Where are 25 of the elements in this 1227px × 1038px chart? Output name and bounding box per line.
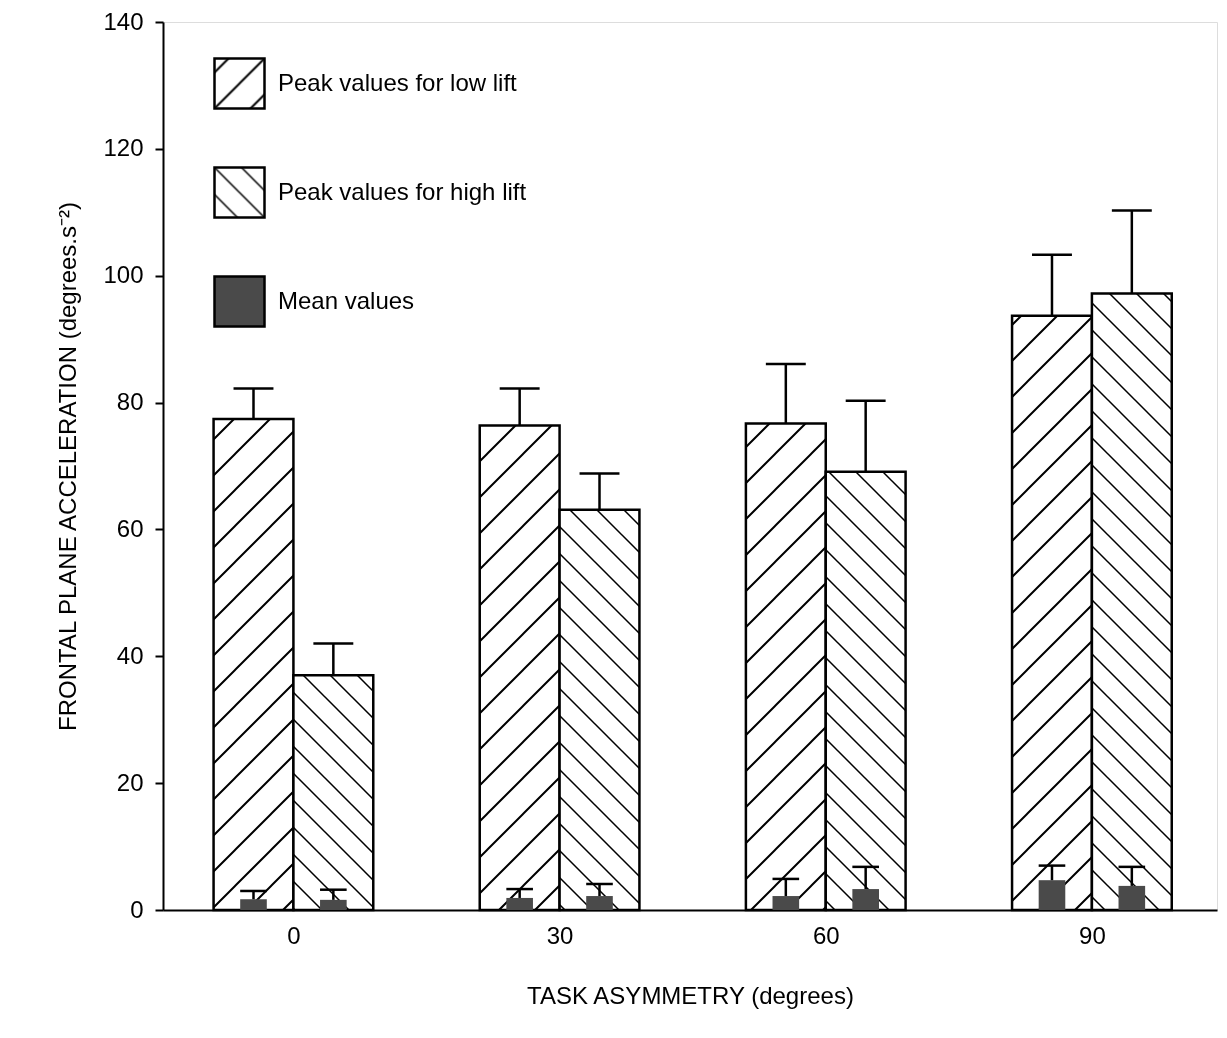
y-tick-label: 40	[116, 641, 144, 669]
bar	[320, 899, 347, 910]
bar	[852, 889, 879, 910]
bar	[1118, 885, 1146, 910]
y-tick-label: 80	[116, 388, 144, 416]
y-tick-label: 140	[103, 7, 144, 35]
x-tick-label: 90	[1079, 921, 1106, 949]
bar	[772, 896, 800, 910]
bar	[506, 897, 533, 910]
bar	[1038, 880, 1066, 910]
y-axis-title: FRONTAL PLANE ACCELERATION (degrees.s⁻²)	[54, 201, 82, 732]
x-tick-label: 0	[287, 921, 301, 949]
y-tick-label: 20	[116, 768, 144, 796]
y-tick-label: 100	[103, 261, 144, 289]
y-tick-label: 0	[130, 895, 144, 923]
legend-label: Mean values	[278, 286, 415, 314]
x-axis-title: TASK ASYMMETRY (degrees)	[527, 981, 854, 1009]
x-tick-label: 30	[546, 921, 574, 949]
x-tick-label: 60	[812, 921, 840, 949]
y-tick-label: 60	[116, 514, 144, 542]
legend-label: Peak values for high lift	[278, 177, 527, 205]
bar	[586, 896, 613, 910]
y-tick-label: 120	[103, 134, 144, 162]
bar	[240, 899, 267, 910]
legend-label: Peak values for low lift	[278, 68, 518, 96]
